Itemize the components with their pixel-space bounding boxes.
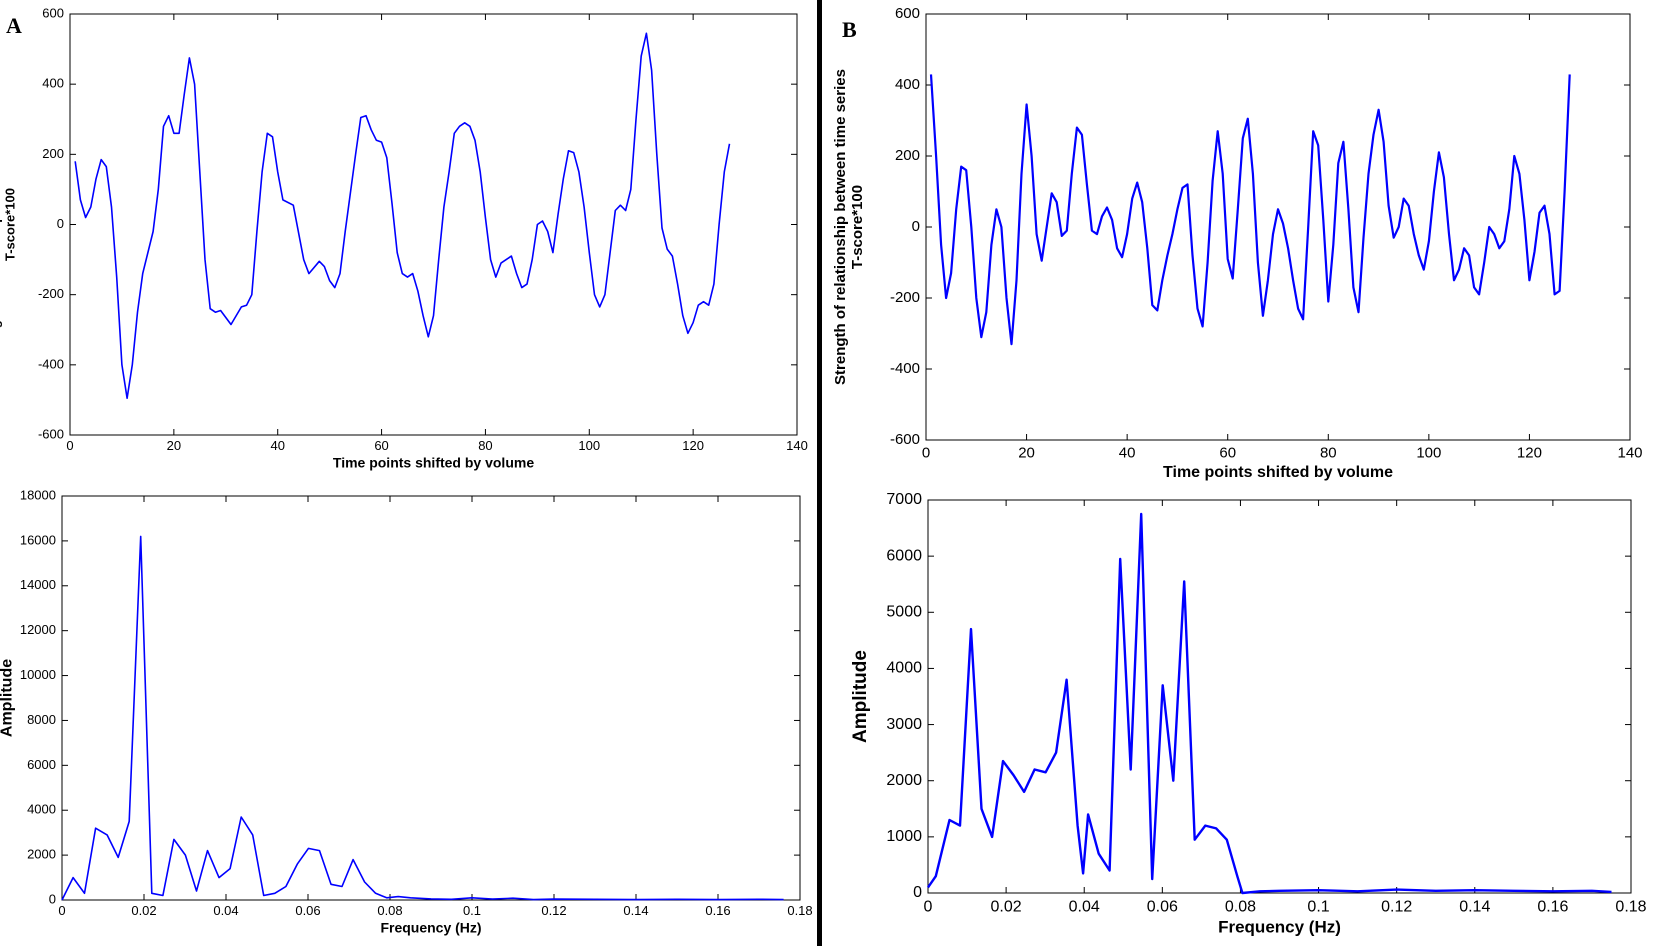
y-tick-label: 200 — [42, 146, 64, 161]
y-tick-label: 200 — [895, 147, 920, 164]
panel-label: A — [6, 13, 22, 38]
x-tick-label: 40 — [270, 438, 284, 453]
x-tick-label: 0 — [58, 903, 65, 918]
x-tick-label: 0.18 — [787, 903, 812, 918]
x-tick-label: 0.18 — [1615, 899, 1646, 916]
x-tick-label: 0.02 — [991, 899, 1022, 916]
y-tick-label: 2000 — [27, 847, 56, 862]
y-tick-label: 12000 — [20, 622, 56, 637]
y-axis-label: Strength of relationship between time se… — [832, 69, 849, 385]
y-axis-label: T-score*100 — [849, 185, 866, 269]
x-tick-label: 40 — [1119, 444, 1136, 461]
y-tick-label: 0 — [49, 891, 56, 906]
x-tick-label: 60 — [374, 438, 388, 453]
data-line — [61, 535, 784, 901]
x-axis-label: Frequency (Hz) — [1218, 918, 1341, 937]
y-tick-label: 5000 — [886, 604, 922, 621]
axes-box — [925, 13, 1631, 441]
y-tick-label: -600 — [38, 426, 64, 441]
x-tick-label: 140 — [786, 438, 808, 453]
x-tick-label: 0.08 — [1225, 899, 1256, 916]
y-tick-label: 600 — [42, 5, 64, 20]
axes-box — [927, 499, 1632, 894]
y-tick-label: 0 — [912, 218, 920, 235]
x-axis-label: Time points shifted by volume — [333, 454, 534, 470]
x-tick-label: 0.08 — [377, 903, 402, 918]
y-tick-label: 6000 — [886, 547, 922, 564]
y-tick-label: 3000 — [886, 716, 922, 733]
x-tick-label: 120 — [1517, 444, 1542, 461]
x-tick-label: 0.06 — [295, 903, 320, 918]
x-tick-label: 20 — [167, 438, 181, 453]
axes-box — [61, 495, 801, 901]
y-tick-label: -400 — [38, 356, 64, 371]
x-tick-label: 0.14 — [1459, 899, 1490, 916]
x-tick-label: 0.04 — [213, 903, 238, 918]
x-tick-label: 0.12 — [1381, 899, 1412, 916]
x-tick-label: 0.14 — [623, 903, 648, 918]
x-tick-label: 80 — [478, 438, 492, 453]
x-tick-label: 0.02 — [131, 903, 156, 918]
x-tick-label: 20 — [1018, 444, 1035, 461]
x-tick-label: 0.16 — [705, 903, 730, 918]
y-tick-label: 16000 — [20, 532, 56, 547]
x-tick-label: 100 — [1416, 444, 1441, 461]
data-line — [74, 32, 731, 399]
panel-label: B — [842, 17, 857, 42]
y-tick-label: 7000 — [886, 491, 922, 508]
data-line — [929, 74, 1571, 346]
y-axis-label: Amplitude — [850, 650, 871, 743]
x-tick-label: 120 — [682, 438, 704, 453]
y-tick-label: -200 — [38, 286, 64, 301]
x-tick-label: 100 — [578, 438, 600, 453]
x-tick-label: 0 — [924, 899, 933, 916]
y-tick-label: 2000 — [886, 772, 922, 789]
y-tick-label: 400 — [42, 76, 64, 91]
y-tick-label: 10000 — [20, 667, 56, 682]
x-tick-label: 0 — [922, 444, 930, 461]
y-tick-label: 0 — [57, 216, 64, 231]
x-axis-label: Frequency (Hz) — [380, 919, 481, 935]
y-axis-label: T-score*100 — [3, 188, 18, 261]
x-tick-label: 0.04 — [1069, 899, 1100, 916]
x-tick-label: 140 — [1617, 444, 1642, 461]
y-tick-label: 6000 — [27, 757, 56, 772]
y-tick-label: 600 — [895, 5, 920, 22]
x-tick-label: 0.06 — [1147, 899, 1178, 916]
x-tick-label: 60 — [1219, 444, 1236, 461]
axes-box — [69, 13, 798, 436]
x-tick-label: 80 — [1320, 444, 1337, 461]
y-tick-label: 4000 — [27, 802, 56, 817]
x-tick-label: 0 — [66, 438, 73, 453]
y-tick-label: 18000 — [20, 487, 56, 502]
x-tick-label: 0.1 — [1307, 899, 1329, 916]
x-tick-label: 0.16 — [1537, 899, 1568, 916]
y-tick-label: 1000 — [886, 828, 922, 845]
x-tick-label: 0.12 — [541, 903, 566, 918]
panel-divider — [817, 0, 822, 946]
y-tick-label: -400 — [890, 360, 920, 377]
y-tick-label: 4000 — [886, 660, 922, 677]
y-tick-label: 0 — [913, 884, 922, 901]
x-tick-label: 0.1 — [463, 903, 481, 918]
y-tick-label: 14000 — [20, 577, 56, 592]
y-tick-label: 8000 — [27, 712, 56, 727]
y-tick-label: -600 — [890, 431, 920, 448]
data-line — [927, 512, 1612, 895]
y-tick-label: 400 — [895, 76, 920, 93]
y-axis-label: Amplitude — [0, 659, 16, 737]
x-axis-label: Time points shifted by volume — [1163, 464, 1393, 481]
y-tick-label: -200 — [890, 289, 920, 306]
y-axis-label: Strength of relationship between time se… — [0, 88, 3, 362]
